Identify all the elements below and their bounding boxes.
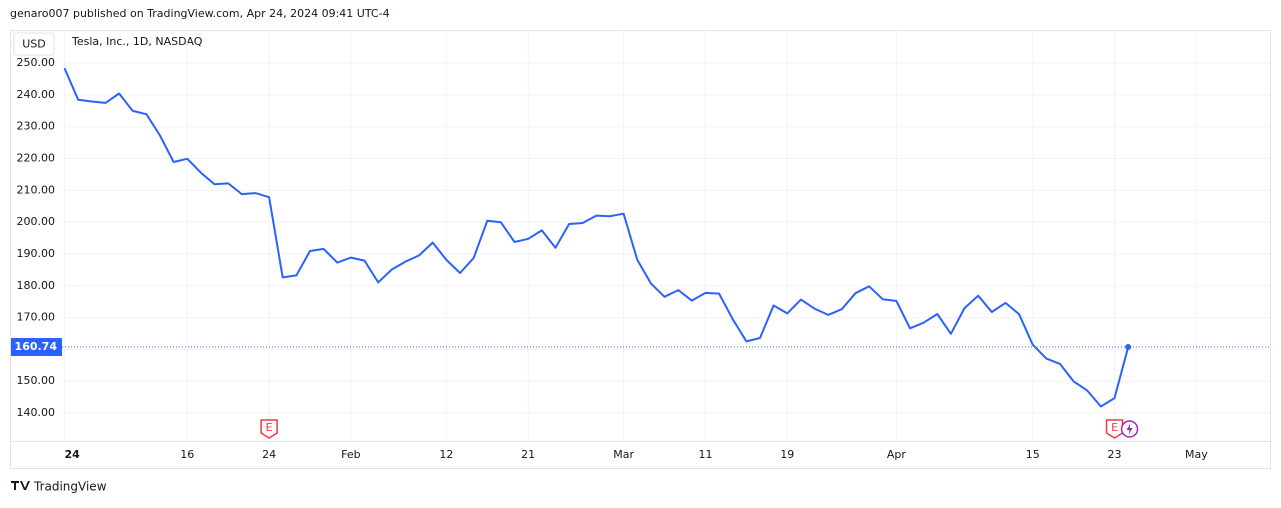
last-price-label: 160.74 [15, 340, 58, 353]
y-tick-label: 180.00 [17, 279, 56, 292]
x-tick-label: 12 [439, 448, 453, 461]
dividend-bolt [1126, 423, 1133, 435]
y-tick-label: 250.00 [17, 56, 56, 69]
footer-brand: TradingView [33, 480, 107, 494]
x-tick-label: Feb [341, 448, 360, 461]
y-tick-label: 200.00 [17, 215, 56, 228]
x-tick-label: 21 [521, 448, 535, 461]
x-tick-label: 19 [780, 448, 794, 461]
x-tick-label: 24 [65, 448, 81, 461]
currency: USD [22, 38, 46, 51]
x-tick-label: 16 [180, 448, 194, 461]
y-tick-label: 230.00 [17, 120, 56, 133]
x-tick-label: 24 [262, 448, 276, 461]
y-tick-label: 240.00 [17, 88, 56, 101]
y-tick-label: 220.00 [17, 152, 56, 165]
x-tick-label: 11 [698, 448, 712, 461]
x-tick-label: Apr [887, 448, 907, 461]
y-tick-label: 210.00 [17, 183, 56, 196]
chart-title: Tesla, Inc., 1D, NASDAQ [71, 35, 203, 48]
earnings-label: E [1111, 421, 1118, 434]
price-line [63, 67, 1130, 408]
y-tick-label: 150.00 [17, 374, 56, 387]
x-tick-label: May [1185, 448, 1208, 461]
x-tick-label: 15 [1026, 448, 1040, 461]
currency-box[interactable] [13, 32, 55, 56]
last-price-dot [1125, 344, 1132, 351]
tv-logo [11, 481, 30, 490]
y-tick-label: 190.00 [17, 247, 56, 260]
published-line: genaro007 published on TradingView.com, … [10, 7, 390, 20]
earnings-marker [1105, 419, 1124, 439]
last-price-box [11, 338, 62, 357]
earnings-marker [260, 419, 278, 439]
x-tick-label: Mar [613, 448, 634, 461]
x-tick-label: 23 [1108, 448, 1122, 461]
chart-frame [10, 30, 1271, 469]
y-tick-label: 170.00 [17, 311, 56, 324]
earnings-label: E [266, 421, 273, 434]
y-tick-label: 140.00 [17, 406, 56, 419]
